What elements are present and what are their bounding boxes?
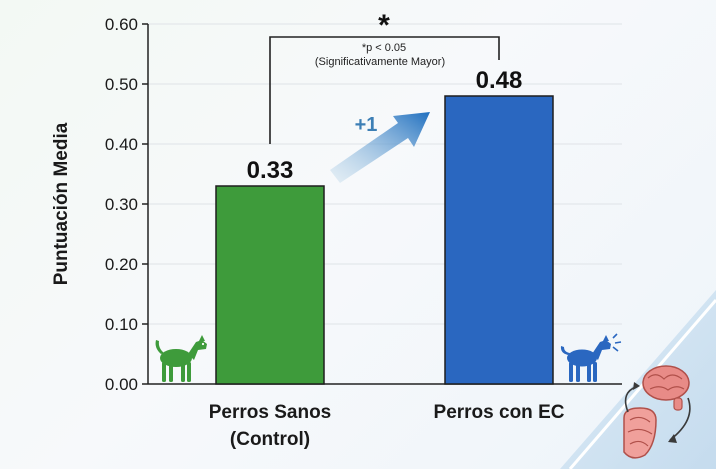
y-tick-label: 0.20 [105,255,138,274]
blue-dog-icon [560,333,622,382]
category-label: (Control) [230,429,310,450]
significance-note-line1: *p < 0.05 [362,42,406,54]
bar [215,185,325,385]
significance-bracket: * *p < 0.05 (Significativamente Mayor) [269,9,500,144]
y-tick-label: 0.10 [105,315,138,334]
y-tick-label: 0.40 [105,135,138,154]
significance-star: * [378,9,390,42]
bars [215,95,554,385]
delta-arrow: +1 [330,112,430,183]
category-label: Perros Sanos [209,402,332,423]
category-labels: Perros Sanos (Control) Perros con EC [209,402,565,450]
data-label: 0.33 [247,157,294,184]
delta-label: +1 [355,114,378,136]
data-label: 0.48 [476,67,523,94]
y-axis-ticks: 0.00 0.10 0.20 0.30 0.40 0.50 0.60 [105,15,148,394]
category-label: Perros con EC [434,402,565,423]
y-tick-label: 0.00 [105,375,138,394]
brain-gut-icon [623,365,691,459]
value-labels: 0.33 0.48 [247,67,523,184]
y-tick-label: 0.30 [105,195,138,214]
green-dog-icon [155,335,207,382]
y-tick-label: 0.60 [105,15,138,34]
y-axis-label: Puntuación Media [51,122,72,285]
y-tick-label: 0.50 [105,75,138,94]
significance-note-line2: (Significativamente Mayor) [315,56,445,68]
bar [444,95,554,385]
